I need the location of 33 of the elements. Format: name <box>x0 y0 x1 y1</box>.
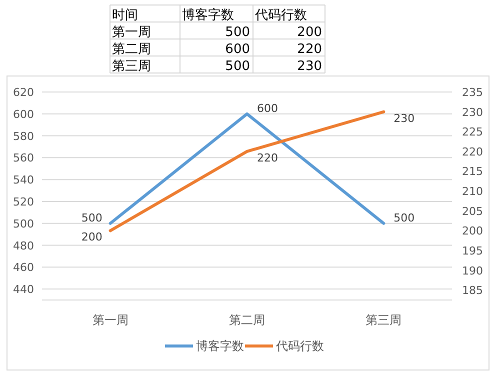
x-tick-label: 第三周 <box>366 313 402 327</box>
table: 时间 博客字数 代码行数 第一周 500 200 第二周 600 220 第三周 500 230 <box>110 4 326 74</box>
legend-label: 代码行数 <box>275 339 324 353</box>
legend-label: 博客字数 <box>196 339 244 353</box>
y2-tick-label: 195 <box>462 244 483 258</box>
y-tick-label: 460 <box>13 261 34 274</box>
y2-tick-label: 220 <box>462 145 483 158</box>
data-label: 200 <box>81 230 102 244</box>
y-tick-label: 600 <box>13 108 34 121</box>
y2-tick-label: 225 <box>462 126 483 139</box>
data-label: 500 <box>81 211 102 224</box>
y-tick-label: 500 <box>13 217 34 230</box>
y-tick-label: 540 <box>13 174 34 187</box>
y-tick-label: 520 <box>13 195 34 208</box>
y-tick-label: 580 <box>13 130 34 143</box>
y2-tick-label: 215 <box>462 165 483 178</box>
y2-tick-label: 205 <box>462 204 483 218</box>
y-tick-label: 620 <box>13 86 34 99</box>
x-tick-label: 第一周 <box>92 313 128 327</box>
y2-tick-label: 230 <box>462 106 483 119</box>
data-label: 220 <box>257 151 278 164</box>
y-tick-label: 440 <box>13 283 34 296</box>
y2-tick-label: 210 <box>462 185 483 198</box>
y-tick-label: 560 <box>13 152 34 165</box>
y2-tick-label: 235 <box>462 86 483 99</box>
y2-tick-label: 200 <box>462 224 483 238</box>
x-tick-label: 第二周 <box>229 313 265 327</box>
data-label: 230 <box>394 112 415 125</box>
y2-tick-label: 190 <box>462 264 483 278</box>
y-tick-label: 480 <box>13 239 34 252</box>
data-label: 500 <box>394 211 415 224</box>
data-label: 600 <box>257 102 278 115</box>
y2-tick-label: 185 <box>462 284 483 298</box>
